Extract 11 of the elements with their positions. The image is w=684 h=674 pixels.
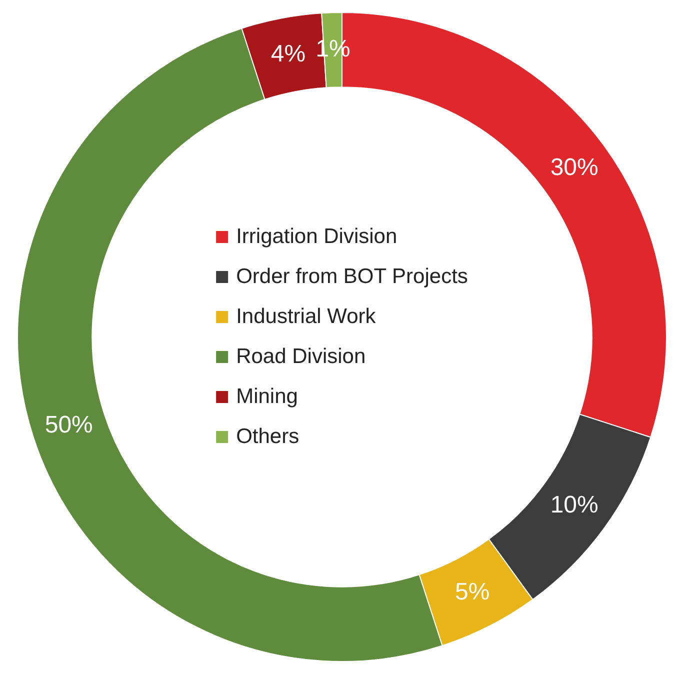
legend-label: Mining — [236, 385, 298, 409]
legend-label: Irrigation Division — [236, 225, 398, 249]
legend-label: Road Division — [236, 345, 366, 369]
data-label: 10% — [550, 491, 598, 518]
data-label: 50% — [44, 411, 93, 438]
data-label: 30% — [550, 154, 598, 181]
data-label: 4% — [270, 40, 306, 68]
data-label: 5% — [455, 578, 490, 606]
legend-label: Order from BOT Projects — [236, 265, 468, 289]
legend-label: Others — [236, 425, 300, 449]
legend-label: Industrial Work — [236, 305, 376, 329]
